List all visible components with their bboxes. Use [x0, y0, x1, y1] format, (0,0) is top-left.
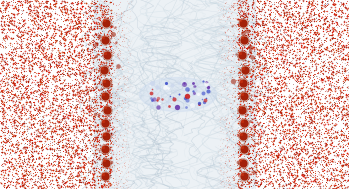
Ellipse shape [140, 77, 216, 112]
Bar [94, 0, 255, 189]
